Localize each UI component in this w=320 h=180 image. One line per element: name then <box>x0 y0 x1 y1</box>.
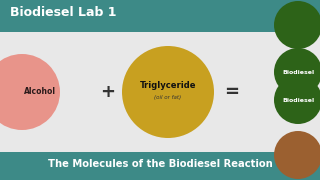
Text: Biodiesel: Biodiesel <box>282 98 314 102</box>
Bar <box>0 0 320 32</box>
Circle shape <box>274 1 320 49</box>
Text: (oil or fat): (oil or fat) <box>155 96 181 100</box>
Text: Biodiesel Lab 1: Biodiesel Lab 1 <box>10 6 116 19</box>
Circle shape <box>274 76 320 124</box>
Circle shape <box>274 48 320 96</box>
Circle shape <box>0 54 60 130</box>
Bar <box>0 152 320 180</box>
Text: Alcohol: Alcohol <box>24 87 56 96</box>
Text: The Molecules of the Biodiesel Reaction: The Molecules of the Biodiesel Reaction <box>48 159 272 169</box>
Text: Biodiesel: Biodiesel <box>282 69 314 75</box>
Text: +: + <box>100 83 116 101</box>
Circle shape <box>122 46 214 138</box>
Text: Triglyceride: Triglyceride <box>140 82 196 91</box>
Text: =: = <box>225 83 239 101</box>
Circle shape <box>274 131 320 179</box>
